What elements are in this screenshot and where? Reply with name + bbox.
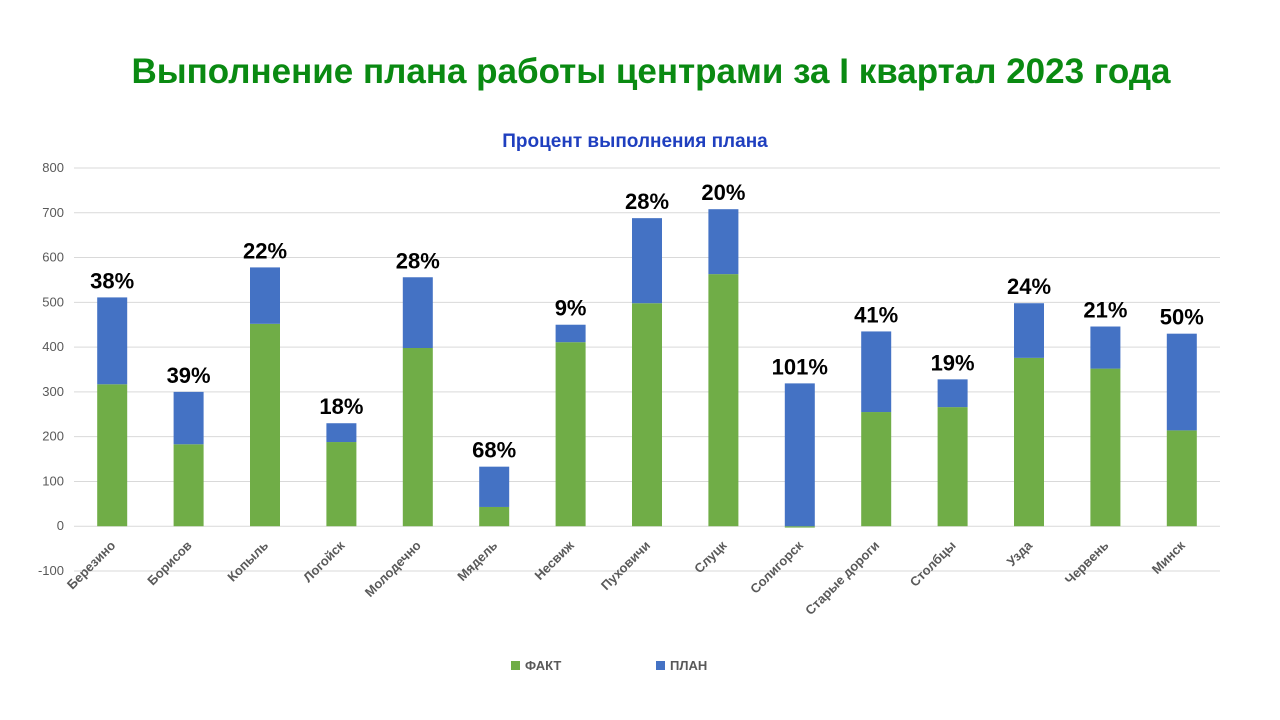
bar-plan bbox=[555, 324, 586, 343]
bar-fact bbox=[1090, 368, 1121, 527]
legend-swatch-plan bbox=[656, 661, 665, 670]
bar-fact bbox=[784, 526, 815, 528]
bar-fact bbox=[1166, 430, 1197, 527]
y-tick-label: -100 bbox=[38, 563, 64, 578]
x-tick-label: Узда bbox=[1004, 537, 1036, 569]
bar-plan bbox=[708, 209, 739, 275]
y-tick-label: 500 bbox=[42, 294, 64, 309]
y-tick-label: 800 bbox=[42, 160, 64, 175]
bar-plan bbox=[173, 391, 204, 445]
legend: ФАКТ ПЛАН bbox=[511, 658, 707, 673]
page-title: Выполнение плана работы центрами за I кв… bbox=[131, 52, 1171, 91]
chart-title: Процент выполнения плана bbox=[502, 131, 768, 152]
bar-plan bbox=[326, 423, 357, 443]
bar-plan bbox=[97, 297, 128, 385]
data-label: 22% bbox=[243, 238, 287, 263]
x-tick-label: Несвиж bbox=[532, 537, 578, 583]
legend-label-fact: ФАКТ bbox=[525, 658, 561, 673]
bar-plan bbox=[784, 383, 815, 527]
bar-fact bbox=[632, 303, 662, 527]
bar-plan bbox=[861, 331, 892, 413]
x-tick-label: Слуцк bbox=[691, 537, 730, 576]
bar-plan bbox=[632, 218, 662, 304]
y-tick-label: 400 bbox=[42, 339, 64, 354]
x-tick-label: Старые дороги bbox=[802, 538, 882, 618]
data-label: 21% bbox=[1083, 298, 1127, 323]
bar-plan bbox=[250, 267, 280, 324]
data-label: 68% bbox=[472, 438, 516, 463]
x-tick-label: Молодечно bbox=[362, 538, 424, 600]
x-tick-label: Мядель bbox=[454, 538, 500, 584]
x-axis: Березино Борисов Копыль Логойск Молодечно Мяд… bbox=[64, 537, 1188, 618]
bar-fact bbox=[861, 412, 892, 527]
bar-fact bbox=[326, 442, 357, 527]
bars bbox=[97, 209, 1197, 528]
data-label: 39% bbox=[167, 363, 211, 388]
bar-plan bbox=[1014, 303, 1044, 358]
bar-plan bbox=[1166, 333, 1197, 431]
bar-fact bbox=[937, 407, 968, 527]
x-tick-label: Червень bbox=[1062, 538, 1112, 588]
data-label: 20% bbox=[701, 180, 745, 205]
y-axis: -100 0 100 200 300 400 500 600 700 800 bbox=[38, 160, 64, 578]
y-tick-label: 100 bbox=[42, 473, 64, 488]
x-tick-label: Пуховичи bbox=[598, 538, 653, 593]
bar-plan bbox=[1090, 326, 1121, 369]
data-label: 9% bbox=[555, 296, 587, 321]
data-label: 28% bbox=[625, 189, 669, 214]
data-label: 24% bbox=[1007, 274, 1051, 299]
bar-fact bbox=[173, 444, 204, 527]
bar-fact bbox=[250, 323, 280, 527]
y-tick-label: 0 bbox=[57, 518, 64, 533]
data-label: 41% bbox=[854, 302, 898, 327]
y-tick-label: 700 bbox=[42, 205, 64, 220]
x-tick-label: Копыль bbox=[224, 538, 271, 585]
x-tick-label: Солигорск bbox=[747, 537, 806, 596]
data-labels: 38% 39% 22% 18% 28% 68% 9% 28% 20% 101% 41% 19% 24% 2… bbox=[90, 180, 1204, 462]
x-tick-label: Логойск bbox=[300, 537, 348, 585]
data-label: 19% bbox=[931, 350, 975, 375]
legend-swatch-fact bbox=[511, 661, 520, 670]
bar-fact bbox=[555, 342, 586, 527]
bar-plan bbox=[937, 379, 968, 408]
x-tick-label: Столбцы bbox=[907, 538, 959, 590]
bar-fact bbox=[402, 348, 433, 527]
data-label: 50% bbox=[1160, 305, 1204, 330]
y-tick-label: 200 bbox=[42, 429, 64, 444]
bar-fact bbox=[479, 506, 510, 527]
data-label: 38% bbox=[90, 268, 134, 293]
bar-plan bbox=[479, 466, 510, 507]
bar-fact bbox=[97, 384, 128, 527]
bar-plan bbox=[402, 277, 433, 349]
data-label: 28% bbox=[396, 248, 440, 273]
data-label: 18% bbox=[319, 394, 363, 419]
x-tick-label: Березино bbox=[64, 538, 118, 592]
bar-fact bbox=[708, 274, 739, 527]
y-tick-label: 600 bbox=[42, 250, 64, 265]
bar-fact bbox=[1014, 357, 1044, 527]
legend-label-plan: ПЛАН bbox=[670, 658, 707, 673]
y-tick-label: 300 bbox=[42, 384, 64, 399]
data-label: 101% bbox=[772, 354, 828, 379]
x-tick-label: Борисов bbox=[144, 538, 194, 588]
